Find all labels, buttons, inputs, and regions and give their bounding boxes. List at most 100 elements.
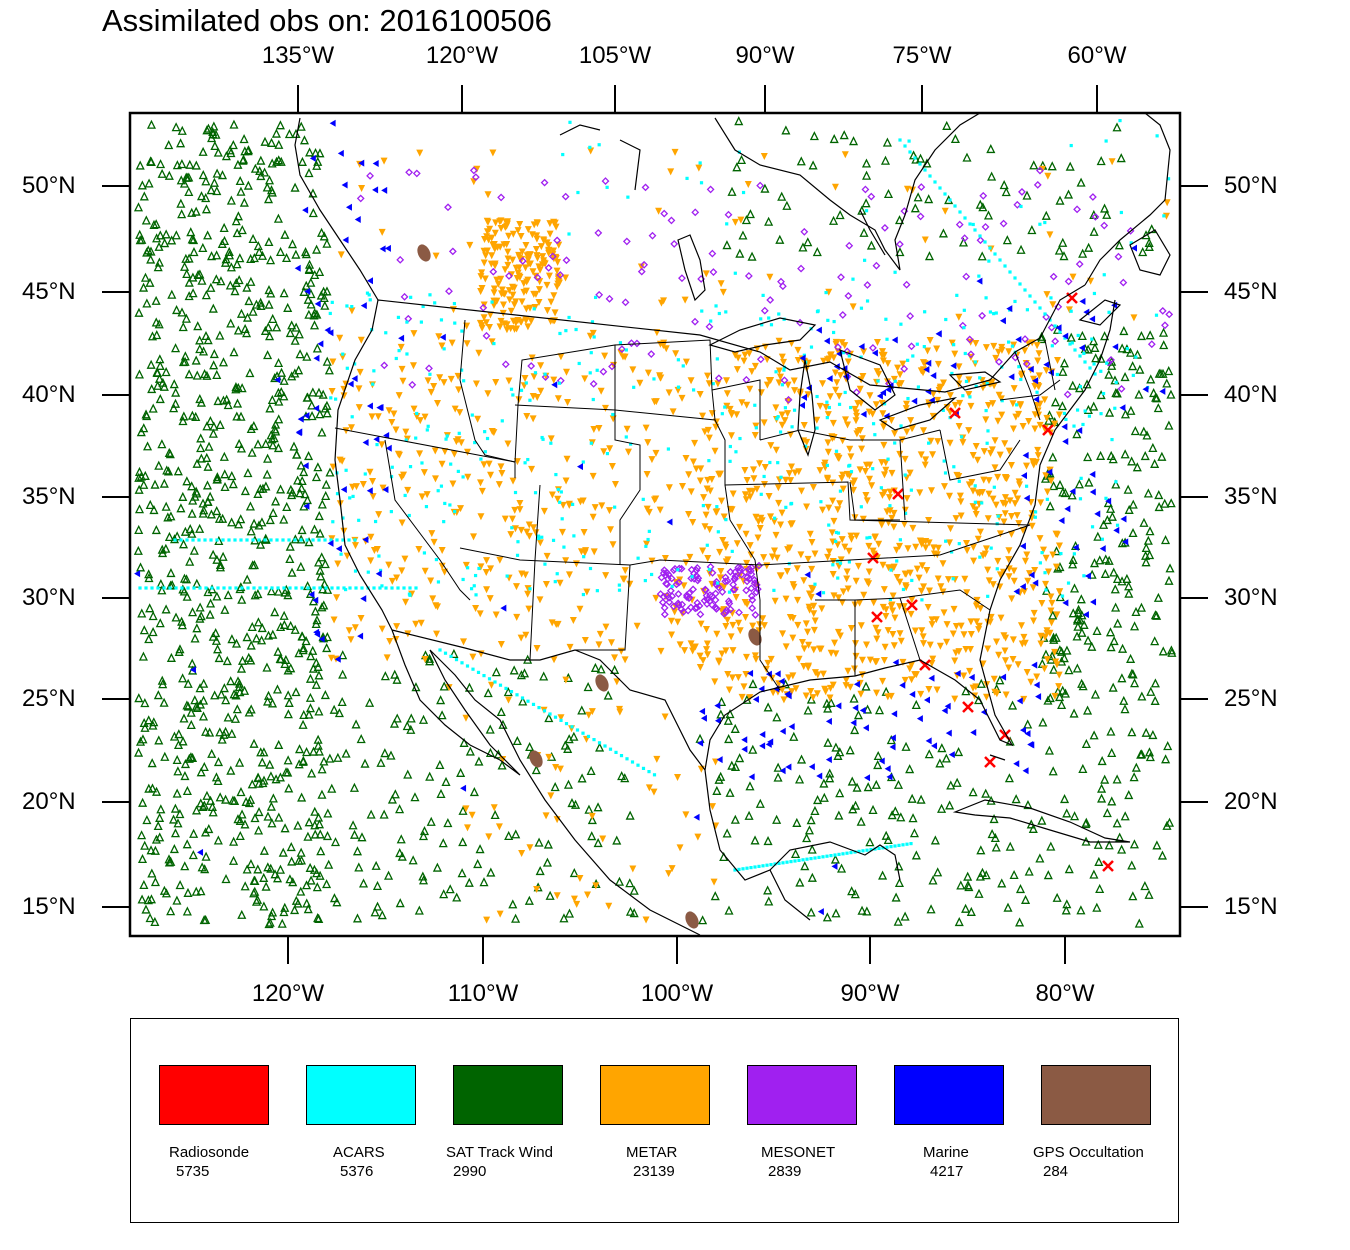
sat-track-wind-marker xyxy=(1015,883,1026,894)
marine-marker xyxy=(372,186,379,194)
sat-track-wind-marker xyxy=(186,227,196,237)
sat-track-wind-marker xyxy=(287,239,298,249)
legend-label: ACARS xyxy=(333,1144,385,1161)
marine-marker xyxy=(1023,494,1030,502)
acars-marker xyxy=(895,559,899,563)
acars-marker xyxy=(957,479,961,483)
mesonet-marker xyxy=(748,596,757,604)
sat-track-wind-marker xyxy=(497,760,507,770)
metar-marker xyxy=(705,380,713,388)
sat-track-wind-marker xyxy=(319,600,329,610)
sat-track-wind-marker xyxy=(264,236,274,247)
metar-marker xyxy=(486,595,494,603)
sat-track-wind-marker xyxy=(1077,330,1087,341)
acars-marker xyxy=(834,539,838,543)
acars-marker xyxy=(915,342,919,346)
metar-marker xyxy=(849,303,857,311)
sat-track-wind-marker xyxy=(208,549,218,559)
metar-marker xyxy=(902,570,910,578)
metar-marker xyxy=(847,535,855,543)
sat-track-wind-marker xyxy=(208,631,218,641)
acars-marker xyxy=(749,866,753,870)
sat-track-wind-marker xyxy=(380,748,390,758)
sat-track-wind-marker xyxy=(267,158,277,168)
metar-marker xyxy=(669,408,677,416)
metar-marker xyxy=(1033,402,1041,410)
acars-marker xyxy=(574,327,578,332)
metar-marker xyxy=(410,330,418,338)
sat-track-wind-marker xyxy=(294,744,305,754)
marine-marker xyxy=(576,463,583,471)
sat-track-wind-marker xyxy=(1089,401,1099,411)
acars-marker xyxy=(299,538,303,542)
sat-track-wind-marker xyxy=(253,617,263,627)
hudson-bay-coast xyxy=(714,113,981,271)
metar-marker xyxy=(399,377,407,385)
acars-marker xyxy=(353,569,358,573)
sat-track-wind-marker xyxy=(316,846,326,856)
metar-marker xyxy=(741,599,749,607)
acars-marker xyxy=(605,452,610,456)
acars-marker xyxy=(553,580,557,584)
marine-marker xyxy=(1024,730,1031,738)
mesonet-marker xyxy=(691,317,699,326)
sat-track-wind-marker xyxy=(883,188,894,199)
sat-track-wind-marker xyxy=(1127,456,1137,466)
metar-marker xyxy=(841,543,849,551)
metar-marker xyxy=(484,191,492,199)
sat-track-wind-marker xyxy=(1154,490,1164,500)
mesonet-marker xyxy=(748,604,757,613)
acars-marker xyxy=(813,582,817,586)
sat-track-wind-marker xyxy=(213,395,223,406)
sat-track-wind-marker xyxy=(891,892,901,902)
sat-track-wind-marker xyxy=(276,621,286,632)
metar-marker xyxy=(1010,567,1018,575)
sat-track-wind-marker xyxy=(148,720,158,730)
metar-marker xyxy=(1015,410,1023,418)
mesonet-marker xyxy=(599,367,608,376)
sat-track-wind-marker xyxy=(792,817,802,827)
metar-marker xyxy=(397,343,405,351)
metar-marker xyxy=(833,379,841,387)
mesonet-marker xyxy=(678,274,686,283)
metar-marker xyxy=(984,566,992,574)
metar-marker xyxy=(794,596,802,604)
sat-track-wind-marker xyxy=(1136,330,1146,341)
sat-track-wind-marker xyxy=(1157,451,1167,461)
mesonet-marker xyxy=(1158,306,1167,315)
metar-marker xyxy=(733,411,741,419)
sat-track-wind-marker xyxy=(1164,575,1174,585)
metar-marker xyxy=(992,501,1000,509)
sat-track-wind-marker xyxy=(930,835,940,845)
metar-marker xyxy=(752,655,760,663)
sat-track-wind-marker xyxy=(268,629,278,639)
mesonet-marker xyxy=(706,185,715,194)
metar-marker xyxy=(1002,691,1010,699)
sat-track-wind-marker xyxy=(271,128,281,138)
acars-marker xyxy=(329,538,333,542)
mesonet-marker xyxy=(533,273,542,282)
metar-marker xyxy=(512,583,520,591)
mesonet-marker xyxy=(747,563,756,572)
marine-marker xyxy=(357,632,364,640)
acars-marker xyxy=(619,754,624,758)
marine-marker xyxy=(324,326,331,334)
metar-marker xyxy=(668,631,676,639)
metar-marker xyxy=(974,535,982,543)
metar-marker xyxy=(998,411,1006,419)
acars-marker xyxy=(1033,300,1037,304)
acars-marker xyxy=(944,317,948,322)
metar-marker xyxy=(972,442,980,450)
sat-track-wind-marker xyxy=(518,696,528,706)
metar-marker xyxy=(1037,499,1045,507)
acars-marker xyxy=(1110,437,1114,442)
sat-track-wind-marker xyxy=(259,901,269,911)
metar-marker xyxy=(1042,554,1050,562)
acars-marker xyxy=(630,760,635,764)
sat-track-wind-marker xyxy=(209,348,219,359)
acars-marker xyxy=(354,586,358,590)
sat-track-wind-marker xyxy=(161,604,171,614)
sat-track-wind-marker xyxy=(1132,349,1143,359)
acars-marker xyxy=(898,538,902,542)
sat-track-wind-marker xyxy=(145,603,155,613)
